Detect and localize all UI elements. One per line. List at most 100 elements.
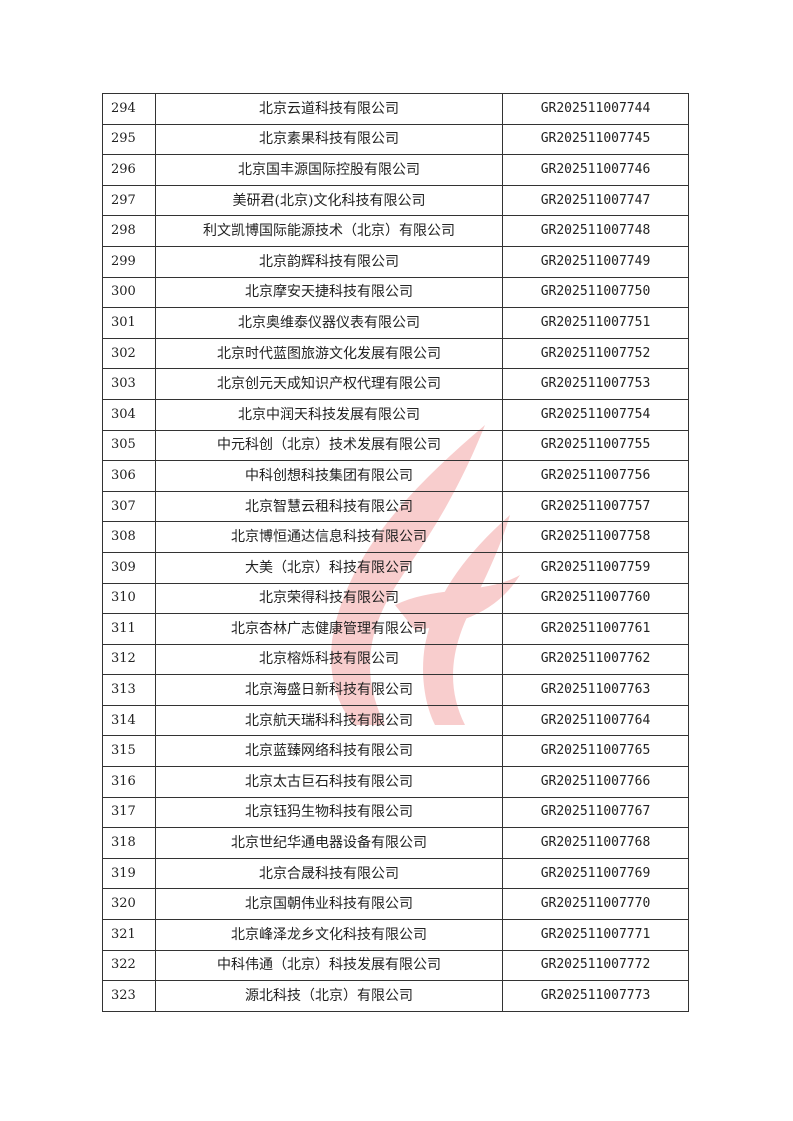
- table-row: 297 美研君(北京)文化科技有限公司 GR202511007747: [102, 184, 689, 217]
- certificate-number: GR202511007768: [502, 827, 689, 859]
- certificate-number: GR202511007761: [502, 613, 689, 645]
- table-row: 314 北京航天瑞科科技有限公司 GR202511007764: [102, 704, 689, 737]
- company-name: 北京蓝臻网络科技有限公司: [155, 735, 503, 768]
- table-row: 315 北京蓝臻网络科技有限公司 GR202511007765: [102, 735, 689, 768]
- company-name: 北京韵辉科技有限公司: [155, 245, 503, 278]
- row-number: 303: [102, 368, 156, 400]
- row-number: 296: [102, 154, 156, 186]
- certificate-number: GR202511007772: [502, 949, 689, 982]
- table-row: 323 源北科技（北京）有限公司 GR202511007773: [102, 980, 689, 1012]
- table-row: 310 北京荣得科技有限公司 GR202511007760: [102, 582, 689, 615]
- row-number: 298: [102, 215, 156, 247]
- certificate-number: GR202511007748: [502, 215, 689, 247]
- company-name: 中科创想科技集团有限公司: [155, 460, 503, 492]
- row-number: 312: [102, 643, 156, 676]
- certificate-number: GR202511007763: [502, 674, 689, 706]
- certificate-number: GR202511007750: [502, 276, 689, 309]
- row-number: 307: [102, 490, 156, 523]
- company-name: 中科伟通（北京）科技发展有限公司: [155, 949, 503, 982]
- table-row: 318 北京世纪华通电器设备有限公司 GR202511007768: [102, 827, 689, 859]
- certificate-number: GR202511007754: [502, 398, 689, 431]
- row-number: 319: [102, 857, 156, 890]
- company-name: 北京摩安天捷科技有限公司: [155, 276, 503, 309]
- certificate-number: GR202511007762: [502, 643, 689, 676]
- certificate-number: GR202511007758: [502, 521, 689, 553]
- row-number: 305: [102, 429, 156, 462]
- certificate-number: GR202511007747: [502, 184, 689, 217]
- certificate-number: GR202511007744: [502, 93, 689, 125]
- table-row: 305 中元科创（北京）技术发展有限公司 GR202511007755: [102, 429, 689, 462]
- table-row: 294 北京云道科技有限公司 GR202511007744: [102, 93, 689, 125]
- certificate-number: GR202511007770: [502, 888, 689, 921]
- certificate-number: GR202511007746: [502, 154, 689, 186]
- certificate-number: GR202511007773: [502, 980, 689, 1012]
- company-name: 北京杏林广志健康管理有限公司: [155, 613, 503, 645]
- table-row: 311 北京杏林广志健康管理有限公司 GR202511007761: [102, 613, 689, 645]
- table-row: 296 北京国丰源国际控股有限公司 GR202511007746: [102, 154, 689, 186]
- company-name: 北京世纪华通电器设备有限公司: [155, 827, 503, 859]
- certificate-number: GR202511007771: [502, 919, 689, 951]
- table-row: 300 北京摩安天捷科技有限公司 GR202511007750: [102, 276, 689, 309]
- row-number: 318: [102, 827, 156, 859]
- row-number: 313: [102, 674, 156, 706]
- company-name: 北京国丰源国际控股有限公司: [155, 154, 503, 186]
- table-row: 303 北京创元天成知识产权代理有限公司 GR202511007753: [102, 368, 689, 400]
- row-number: 304: [102, 398, 156, 431]
- company-name: 北京荣得科技有限公司: [155, 582, 503, 615]
- row-number: 309: [102, 551, 156, 584]
- certificate-number: GR202511007766: [502, 766, 689, 798]
- company-name: 北京时代蓝图旅游文化发展有限公司: [155, 337, 503, 370]
- certificate-number: GR202511007760: [502, 582, 689, 615]
- company-name: 北京太古巨石科技有限公司: [155, 766, 503, 798]
- row-number: 299: [102, 245, 156, 278]
- table-row: 317 北京钰犸生物科技有限公司 GR202511007767: [102, 796, 689, 829]
- certificate-number: GR202511007765: [502, 735, 689, 768]
- table-row: 319 北京合晟科技有限公司 GR202511007769: [102, 857, 689, 890]
- table-row: 322 中科伟通（北京）科技发展有限公司 GR202511007772: [102, 949, 689, 982]
- table-row: 313 北京海盛日新科技有限公司 GR202511007763: [102, 674, 689, 706]
- certificate-number: GR202511007767: [502, 796, 689, 829]
- table-row: 298 利文凯博国际能源技术（北京）有限公司 GR202511007748: [102, 215, 689, 247]
- company-name: 源北科技（北京）有限公司: [155, 980, 503, 1012]
- table-row: 304 北京中润天科技发展有限公司 GR202511007754: [102, 398, 689, 431]
- row-number: 306: [102, 460, 156, 492]
- certificate-number: GR202511007751: [502, 307, 689, 339]
- company-name: 北京榕烁科技有限公司: [155, 643, 503, 676]
- company-name: 中元科创（北京）技术发展有限公司: [155, 429, 503, 462]
- company-name: 北京钰犸生物科技有限公司: [155, 796, 503, 829]
- company-name: 利文凯博国际能源技术（北京）有限公司: [155, 215, 503, 247]
- table-row: 306 中科创想科技集团有限公司 GR202511007756: [102, 460, 689, 492]
- company-name: 北京素果科技有限公司: [155, 123, 503, 156]
- row-number: 320: [102, 888, 156, 921]
- company-name: 北京云道科技有限公司: [155, 93, 503, 125]
- certificate-number: GR202511007752: [502, 337, 689, 370]
- company-list-table: 294 北京云道科技有限公司 GR202511007744 295 北京素果科技有限公司…: [102, 93, 689, 1012]
- company-name: 北京国朝伟业科技有限公司: [155, 888, 503, 921]
- row-number: 301: [102, 307, 156, 339]
- row-number: 308: [102, 521, 156, 553]
- table-row: 309 大美（北京）科技有限公司 GR202511007759: [102, 551, 689, 584]
- row-number: 314: [102, 704, 156, 737]
- table-row: 301 北京奥维泰仪器仪表有限公司 GR202511007751: [102, 307, 689, 339]
- company-name: 北京奥维泰仪器仪表有限公司: [155, 307, 503, 339]
- table-row: 316 北京太古巨石科技有限公司 GR202511007766: [102, 766, 689, 798]
- company-name: 北京中润天科技发展有限公司: [155, 398, 503, 431]
- row-number: 323: [102, 980, 156, 1012]
- certificate-number: GR202511007769: [502, 857, 689, 890]
- row-number: 302: [102, 337, 156, 370]
- row-number: 297: [102, 184, 156, 217]
- company-name: 美研君(北京)文化科技有限公司: [155, 184, 503, 217]
- table-row: 295 北京素果科技有限公司 GR202511007745: [102, 123, 689, 156]
- row-number: 295: [102, 123, 156, 156]
- certificate-number: GR202511007757: [502, 490, 689, 523]
- row-number: 294: [102, 93, 156, 125]
- row-number: 322: [102, 949, 156, 982]
- company-name: 北京创元天成知识产权代理有限公司: [155, 368, 503, 400]
- row-number: 311: [102, 613, 156, 645]
- certificate-number: GR202511007749: [502, 245, 689, 278]
- row-number: 321: [102, 919, 156, 951]
- table-row: 312 北京榕烁科技有限公司 GR202511007762: [102, 643, 689, 676]
- table-row: 320 北京国朝伟业科技有限公司 GR202511007770: [102, 888, 689, 921]
- company-name: 北京智慧云租科技有限公司: [155, 490, 503, 523]
- company-name: 北京峰泽龙乡文化科技有限公司: [155, 919, 503, 951]
